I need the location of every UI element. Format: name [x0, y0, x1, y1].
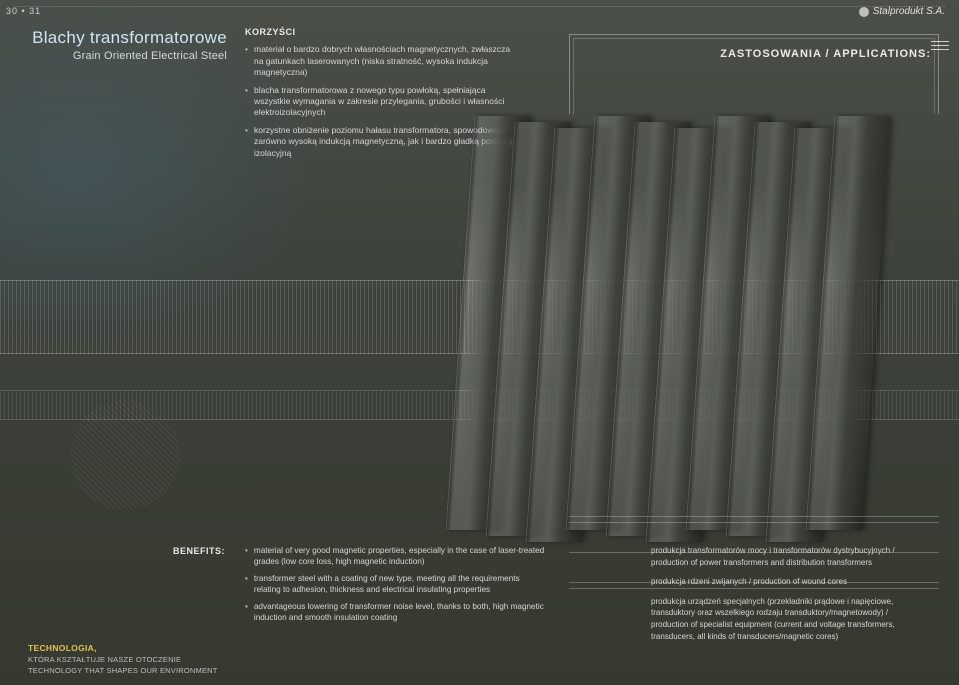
benefit-item: transformer steel with a coating of new …: [245, 573, 545, 595]
steel-sheets-array: [460, 120, 939, 530]
benefit-item: material of very good magnetic propertie…: [245, 545, 545, 567]
application-item: produkcja transformatorów mocy i transfo…: [651, 545, 931, 568]
benefit-item: blacha transformatorowa z nowego typu po…: [245, 85, 515, 119]
brand-name: Stalprodukt S.A.: [873, 6, 945, 17]
brand-logo: Stalprodukt S.A.: [859, 6, 945, 17]
application-item: produkcja rdzeni zwijanych / production …: [651, 576, 931, 588]
benefits-heading-pl: KORZYŚCI: [245, 26, 515, 38]
applications-list: produkcja transformatorów mocy i transfo…: [651, 545, 931, 650]
bottom-section: BENEFITS: material of very good magnetic…: [0, 535, 959, 685]
logo-badge-icon: [859, 7, 869, 17]
hatched-circle-decor: [70, 400, 180, 510]
company-tagline: TECHNOLOGIA, KTÓRA KSZTAŁTUJE NASZE OTOC…: [28, 643, 218, 675]
page-number: 30 • 31: [6, 6, 41, 16]
title-english: Grain Oriented Electrical Steel: [32, 50, 227, 62]
benefit-item: materiał o bardzo dobrych własnościach m…: [245, 44, 515, 78]
benefits-heading-en: BENEFITS:: [173, 545, 225, 557]
benefits-section-en: BENEFITS: material of very good magnetic…: [245, 545, 545, 629]
bracket-line: [573, 38, 935, 114]
application-item: produkcja urządzeń specjalnych (przekład…: [651, 596, 931, 642]
header-divider: [14, 6, 945, 7]
product-title: Blachy transformatorowe Grain Oriented E…: [32, 28, 227, 62]
benefit-item: advantageous lowering of transformer noi…: [245, 601, 545, 623]
title-polish: Blachy transformatorowe: [32, 28, 227, 48]
